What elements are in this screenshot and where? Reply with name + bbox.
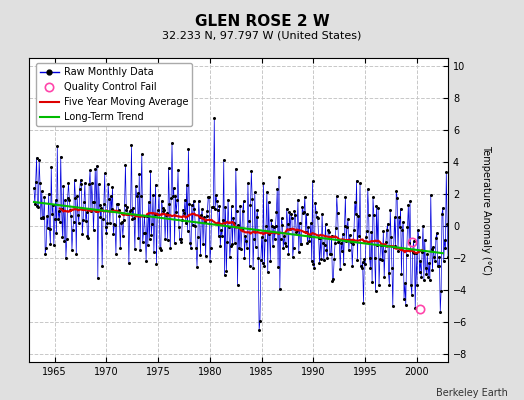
Text: Berkeley Earth: Berkeley Earth	[436, 388, 508, 398]
Text: GLEN ROSE 2 W: GLEN ROSE 2 W	[194, 14, 330, 29]
Text: 32.233 N, 97.797 W (United States): 32.233 N, 97.797 W (United States)	[162, 30, 362, 40]
Legend: Raw Monthly Data, Quality Control Fail, Five Year Moving Average, Long-Term Tren: Raw Monthly Data, Quality Control Fail, …	[36, 64, 192, 126]
Y-axis label: Temperature Anomaly (°C): Temperature Anomaly (°C)	[481, 145, 491, 275]
